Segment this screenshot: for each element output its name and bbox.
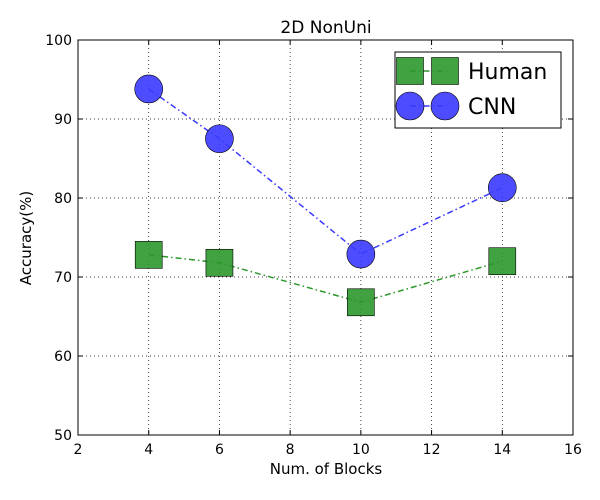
data-point [346, 239, 376, 269]
y-tick-label: 70 [54, 270, 72, 286]
legend-marker [395, 91, 425, 121]
legend-entry-human: Human [396, 57, 547, 85]
chart-title: 2D NonUni [280, 18, 371, 38]
legend-marker [430, 91, 460, 121]
series-line [148, 254, 503, 304]
legend: Human CNN [394, 51, 562, 129]
x-tick-label: 10 [352, 442, 370, 458]
y-tick-label: 50 [54, 428, 72, 444]
x-tick-label: 6 [215, 442, 224, 458]
data-point [487, 173, 517, 203]
series-layer [134, 74, 517, 317]
x-axis-label: Num. of Blocks [270, 460, 383, 478]
legend-label: Human [468, 60, 547, 85]
plot-area-frame [77, 39, 574, 436]
x-tick-label: 16 [564, 442, 582, 458]
data-point [347, 288, 375, 317]
legend-marker [431, 57, 459, 85]
data-point [134, 241, 163, 269]
y-tick-label: 80 [54, 191, 72, 207]
data-point [205, 248, 234, 277]
data-point [488, 247, 517, 275]
x-tick-label: 4 [144, 442, 153, 458]
x-tick-label: 8 [286, 442, 295, 458]
y-tick-label: 90 [54, 112, 72, 128]
x-tick-label: 12 [423, 442, 441, 458]
legend-marker [396, 57, 424, 85]
axis-ticks: 2 4 6 8 10 12 14 16 50 60 70 80 90 100 [45, 33, 582, 458]
x-tick-label: 14 [493, 442, 511, 458]
y-axis-label: Accuracy(%) [17, 191, 35, 285]
series-cnn [134, 74, 517, 269]
data-point [205, 124, 234, 154]
data-point [134, 74, 164, 104]
series-line [148, 88, 503, 255]
y-tick-label: 60 [54, 349, 72, 365]
series-human [134, 241, 517, 317]
x-tick-label: 2 [74, 442, 83, 458]
y-tick-label: 100 [45, 33, 72, 49]
legend-label: CNN [468, 95, 516, 120]
legend-entry-cnn: CNN [395, 91, 516, 121]
